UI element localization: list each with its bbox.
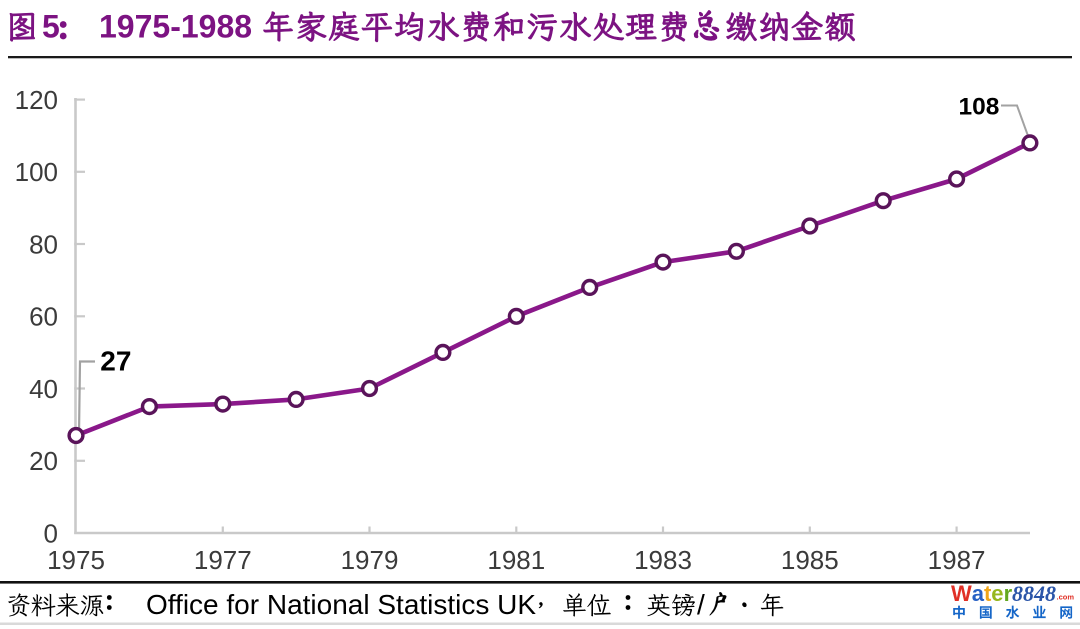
svg-text:1983: 1983 <box>634 545 692 575</box>
svg-text:100: 100 <box>15 157 58 187</box>
svg-text:1977: 1977 <box>194 545 252 575</box>
svg-text:120: 120 <box>15 85 58 115</box>
svg-text:60: 60 <box>29 302 58 332</box>
svg-text:W: W <box>951 581 972 606</box>
svg-text:1979: 1979 <box>341 545 399 575</box>
svg-text:8848: 8848 <box>1012 581 1056 606</box>
svg-text:.com: .com <box>1057 593 1075 602</box>
svg-text:0: 0 <box>44 518 58 548</box>
svg-text:r: r <box>1004 581 1013 606</box>
svg-text:t: t <box>984 581 992 606</box>
svg-text:27: 27 <box>100 346 131 377</box>
svg-text:/: / <box>697 589 705 620</box>
svg-text:80: 80 <box>29 229 58 259</box>
svg-text:20: 20 <box>29 446 58 476</box>
svg-text:1985: 1985 <box>781 545 839 575</box>
svg-text:Office for National Statistics: Office for National Statistics UK <box>146 589 536 620</box>
svg-text:108: 108 <box>959 94 1000 121</box>
svg-text:1975: 1975 <box>47 545 105 575</box>
svg-text:a: a <box>972 581 985 606</box>
svg-text:1975-1988: 1975-1988 <box>99 9 252 45</box>
svg-text:1981: 1981 <box>487 545 545 575</box>
svg-text:5: 5 <box>42 9 60 45</box>
svg-text:e: e <box>991 581 1003 606</box>
svg-text:40: 40 <box>29 374 58 404</box>
svg-text:1987: 1987 <box>928 545 986 575</box>
